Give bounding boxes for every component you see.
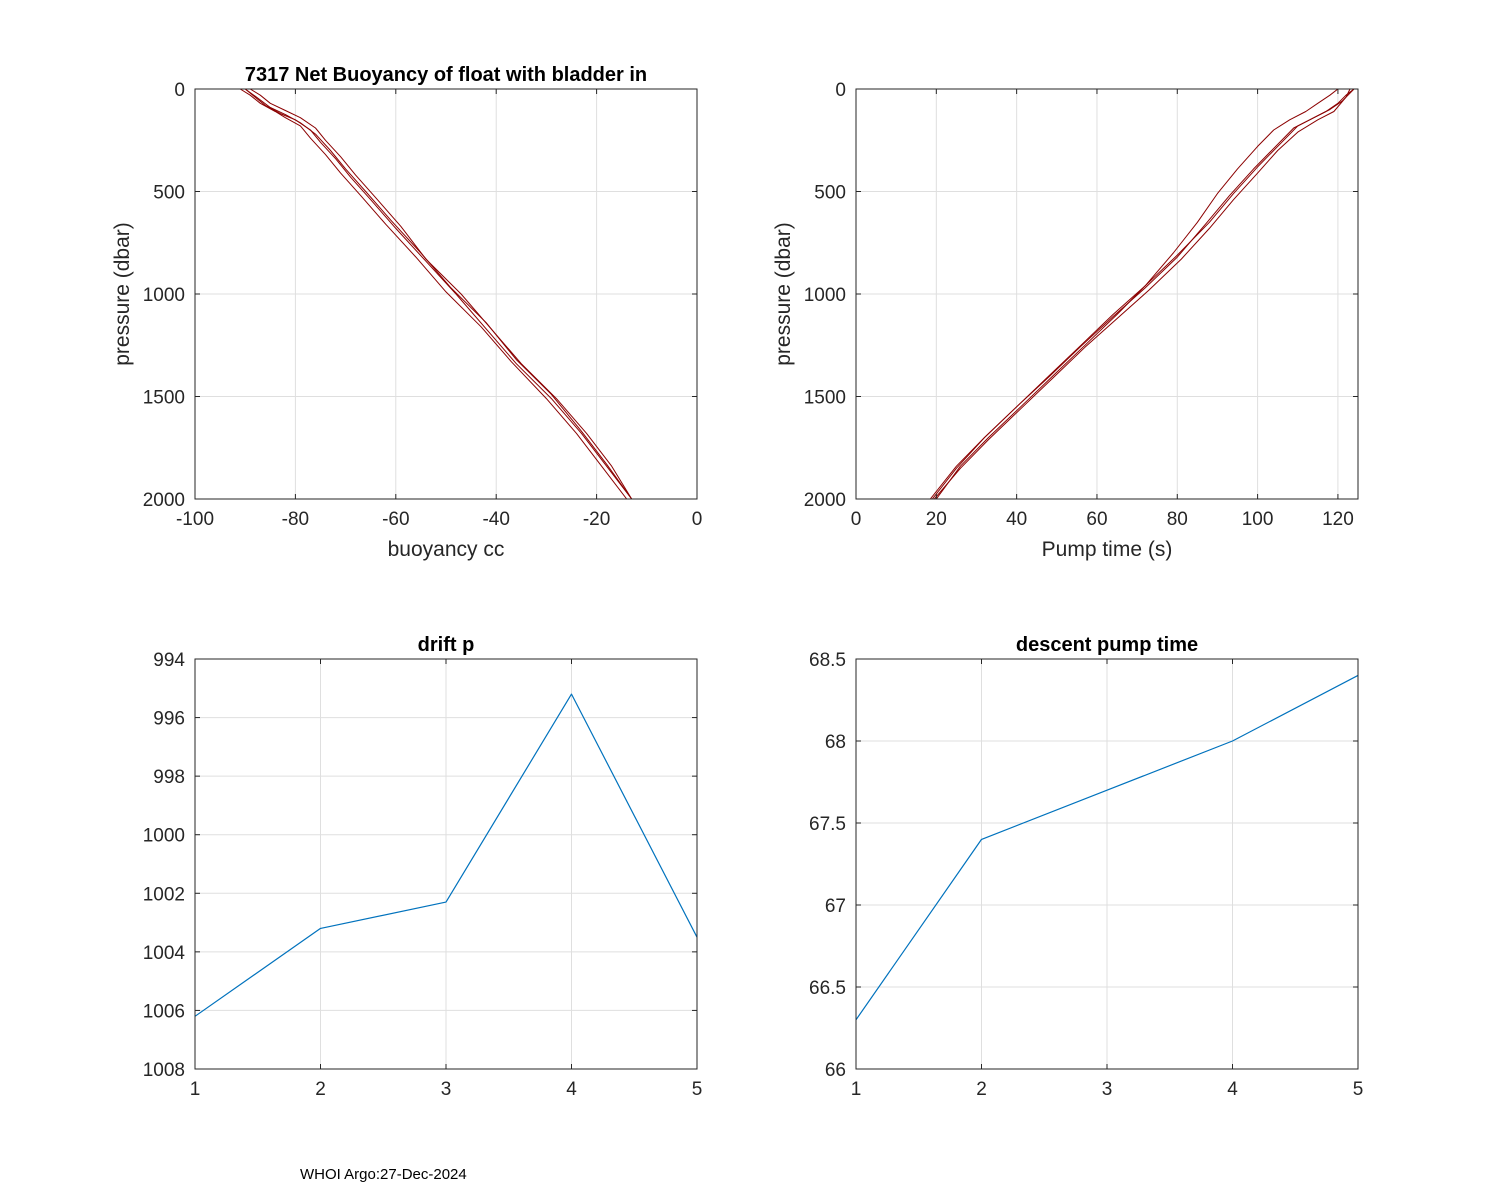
buoyancy-x-tick-label: -100 [176,509,214,530]
descent-series-line-1 [856,674,1358,1021]
drift-x-tick-label: 1 [190,1079,201,1100]
buoyancy-x-tick-label: -80 [282,509,309,530]
drift-y-tick-label: 996 [153,709,185,730]
pump-y-tick-label: 2000 [804,490,846,511]
buoyancy-y-tick-label: 1500 [143,388,185,409]
descent-y-tick-label: 66.5 [809,978,846,999]
drift-title: drift p [418,634,475,656]
descent-title: descent pump time [1016,634,1198,656]
drift-y-tick-label: 994 [153,650,185,671]
buoyancy-x-tick-label: 0 [692,509,703,530]
buoyancy-y-tick-label: 2000 [143,490,185,511]
footer-label: WHOI Argo:27-Dec-2024 [300,1166,467,1183]
buoyancy-series-line-1 [239,89,628,499]
descent-x-tick-label: 3 [1102,1079,1113,1100]
pump-y-tick-label: 1500 [804,388,846,409]
drift-y-tick-label: 1006 [143,1001,185,1022]
descent-x-tick-label: 1 [851,1079,862,1100]
chart-descent: 1 2 3 4 5 66 66.5 67 67.5 68 68.5 descent pump time [809,634,1363,1100]
pump-x-tick-label: 0 [851,509,862,530]
descent-y-tick-label: 68.5 [809,650,846,671]
buoyancy-y-tick-label: 500 [153,183,185,204]
drift-y-tick-label: 1004 [143,943,186,964]
chart-drift: 1 2 3 4 5 994 996 998 1000 1002 1004 1006 1008 drift … [143,634,703,1100]
descent-x-tick-label: 5 [1353,1079,1364,1100]
pump-x-tick-label: 120 [1322,509,1354,530]
drift-x-tick-label: 2 [315,1079,326,1100]
buoyancy-x-axis-label: buoyancy cc [388,538,505,561]
pump-x-axis-label: Pump time (s) [1042,538,1173,561]
pump-series-line-3 [933,89,1358,499]
buoyancy-x-tick-label: -20 [583,509,610,530]
descent-y-tick-label: 67.5 [809,814,846,835]
pump-y-tick-label: 0 [835,80,846,101]
pump-x-tick-label: 20 [926,509,947,530]
pump-series-line-4 [935,89,1339,499]
drift-y-tick-label: 1000 [143,826,185,847]
pump-x-tick-label: 60 [1086,509,1107,530]
drift-x-tick-label: 4 [566,1079,577,1100]
chart-buoyancy: -100 -80 -60 -40 -20 0 0 500 1000 1500 2000 7317 Ne… [111,64,702,561]
buoyancy-y-tick-label: 1000 [143,285,185,306]
pump-y-tick-label: 500 [814,183,846,204]
drift-series-line-1 [195,693,697,1017]
buoyancy-series-line-3 [249,89,633,499]
drift-x-tick-label: 5 [692,1079,703,1100]
buoyancy-y-axis-label: pressure (dbar) [111,222,134,366]
drift-y-tick-label: 1008 [143,1060,185,1081]
buoyancy-title: 7317 Net Buoyancy of float with bladder … [245,64,647,86]
pump-x-tick-label: 40 [1006,509,1027,530]
descent-y-tick-label: 67 [825,896,846,917]
drift-y-tick-label: 1002 [143,884,185,905]
descent-x-tick-label: 2 [976,1079,987,1100]
pump-y-axis-label: pressure (dbar) [772,222,795,366]
buoyancy-x-tick-label: -40 [482,509,509,530]
pump-x-tick-label: 80 [1167,509,1188,530]
buoyancy-series-line-4 [244,89,633,499]
pump-series-line-2 [931,89,1355,499]
pump-x-tick-label: 100 [1242,509,1274,530]
buoyancy-y-tick-label: 0 [174,80,185,101]
descent-x-tick-label: 4 [1227,1079,1238,1100]
descent-y-tick-label: 66 [825,1060,846,1081]
chart-pump: 0 20 40 60 80 100 120 0 500 1000 1500 2000 Pump time… [772,80,1359,561]
drift-y-tick-label: 998 [153,767,185,788]
drift-x-tick-label: 3 [441,1079,452,1100]
pump-y-tick-label: 1000 [804,285,846,306]
buoyancy-x-tick-label: -60 [382,509,409,530]
descent-y-tick-label: 68 [825,732,846,753]
buoyancy-series-line-2 [244,89,633,499]
